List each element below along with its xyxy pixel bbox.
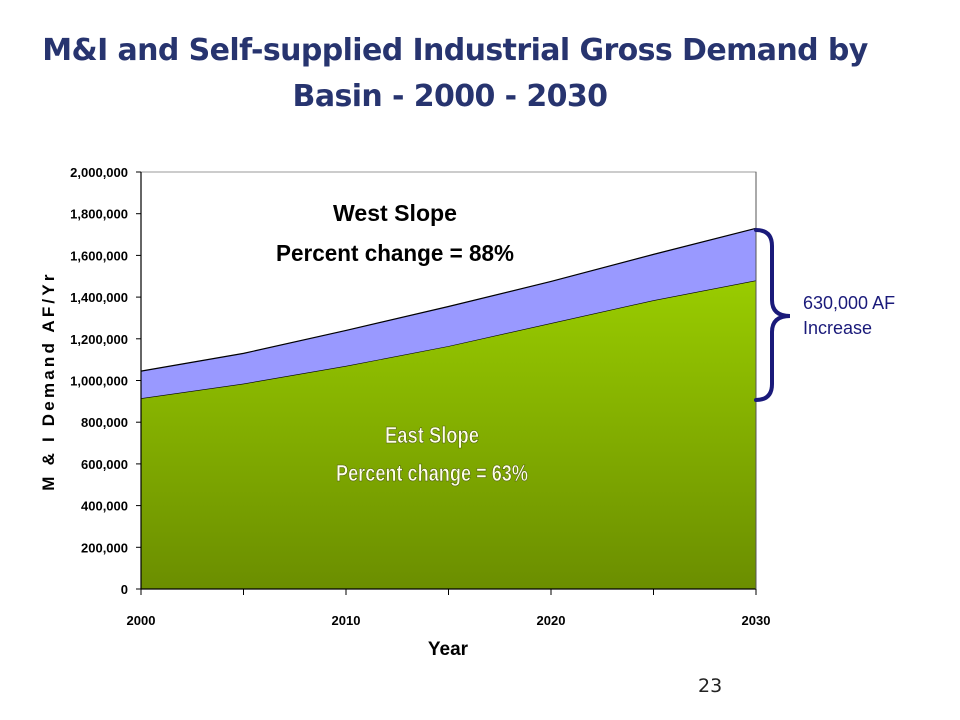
y-tick-label: 1,800,000	[70, 207, 128, 222]
slide-title: M&I and Self-supplied Industrial Gross D…	[0, 28, 900, 120]
east-slope-label: East Slope	[385, 422, 479, 448]
increase-amount: 630,000 AF	[803, 293, 895, 313]
title-line-2: Basin - 2000 - 2030	[292, 79, 608, 114]
title-line-1: M&I and Self-supplied Industrial Gross D…	[42, 33, 868, 68]
y-tick-label: 0	[121, 582, 128, 597]
east-slope-change: Percent change = 63%	[336, 460, 528, 486]
y-tick-label: 200,000	[81, 540, 128, 555]
y-tick-label: 600,000	[81, 457, 128, 472]
y-tick-label: 1,600,000	[70, 248, 128, 263]
x-axis-title: Year	[428, 639, 469, 660]
increase-brace	[754, 228, 791, 402]
x-tick-label: 2020	[537, 613, 566, 628]
y-tick-label: 800,000	[81, 415, 128, 430]
y-tick-label: 1,400,000	[70, 290, 128, 305]
area-west-slope	[141, 228, 756, 399]
y-tick-label: 2,000,000	[70, 165, 128, 180]
y-tick-label: 400,000	[81, 499, 128, 514]
line-east-slope	[140, 279, 757, 399]
y-tick-label: 1,000,000	[70, 374, 128, 389]
west-slope-label: West Slope	[333, 200, 457, 226]
increase-label: Increase	[803, 318, 872, 338]
line-west-slope	[140, 227, 757, 372]
west-slope-change: Percent change = 88%	[276, 240, 514, 266]
x-tick-label: 2000	[127, 613, 156, 628]
x-tick-label: 2010	[332, 613, 361, 628]
area-east-slope	[141, 280, 756, 589]
y-tick-label: 1,200,000	[70, 332, 128, 347]
y-axis-title: M & I Demand AF/Yr	[39, 271, 58, 490]
x-tick-label: 2030	[742, 613, 771, 628]
page-number: 23	[698, 675, 723, 697]
